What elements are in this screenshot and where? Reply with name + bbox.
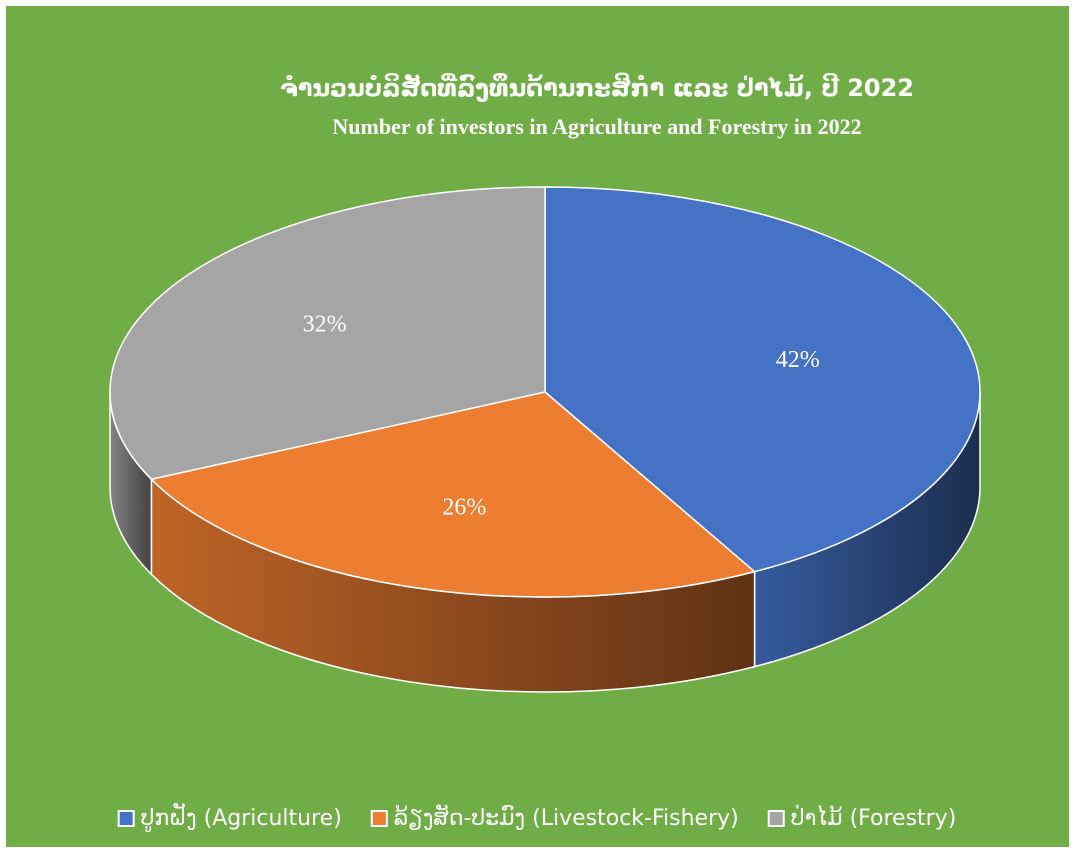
data-label: 32%	[303, 312, 347, 338]
chart-subtitle: Number of investors in Agriculture and F…	[332, 114, 861, 139]
chart-title: ຈຳນວນບໍລິສັດທີ່ລົງທຶນດ້ານກະສິກຳ ແລະ ປ່າໄ…	[280, 70, 914, 102]
slice	[109, 186, 546, 481]
legend-swatch	[370, 810, 388, 827]
data-label: 26%	[442, 494, 486, 520]
legend-label: ປ່າໄມ້ (Forestry)	[791, 805, 957, 831]
legend-label: ປູກຝັງ (Agriculture)	[141, 803, 342, 832]
slice	[149, 391, 757, 598]
legend-label: ລ້ຽງສັດ-ປະມົງ (Livestock-Fishery)	[394, 805, 739, 831]
data-label: 42%	[776, 347, 820, 373]
legend-swatch	[117, 810, 135, 827]
slice	[544, 186, 981, 573]
legend-swatch	[767, 810, 785, 827]
